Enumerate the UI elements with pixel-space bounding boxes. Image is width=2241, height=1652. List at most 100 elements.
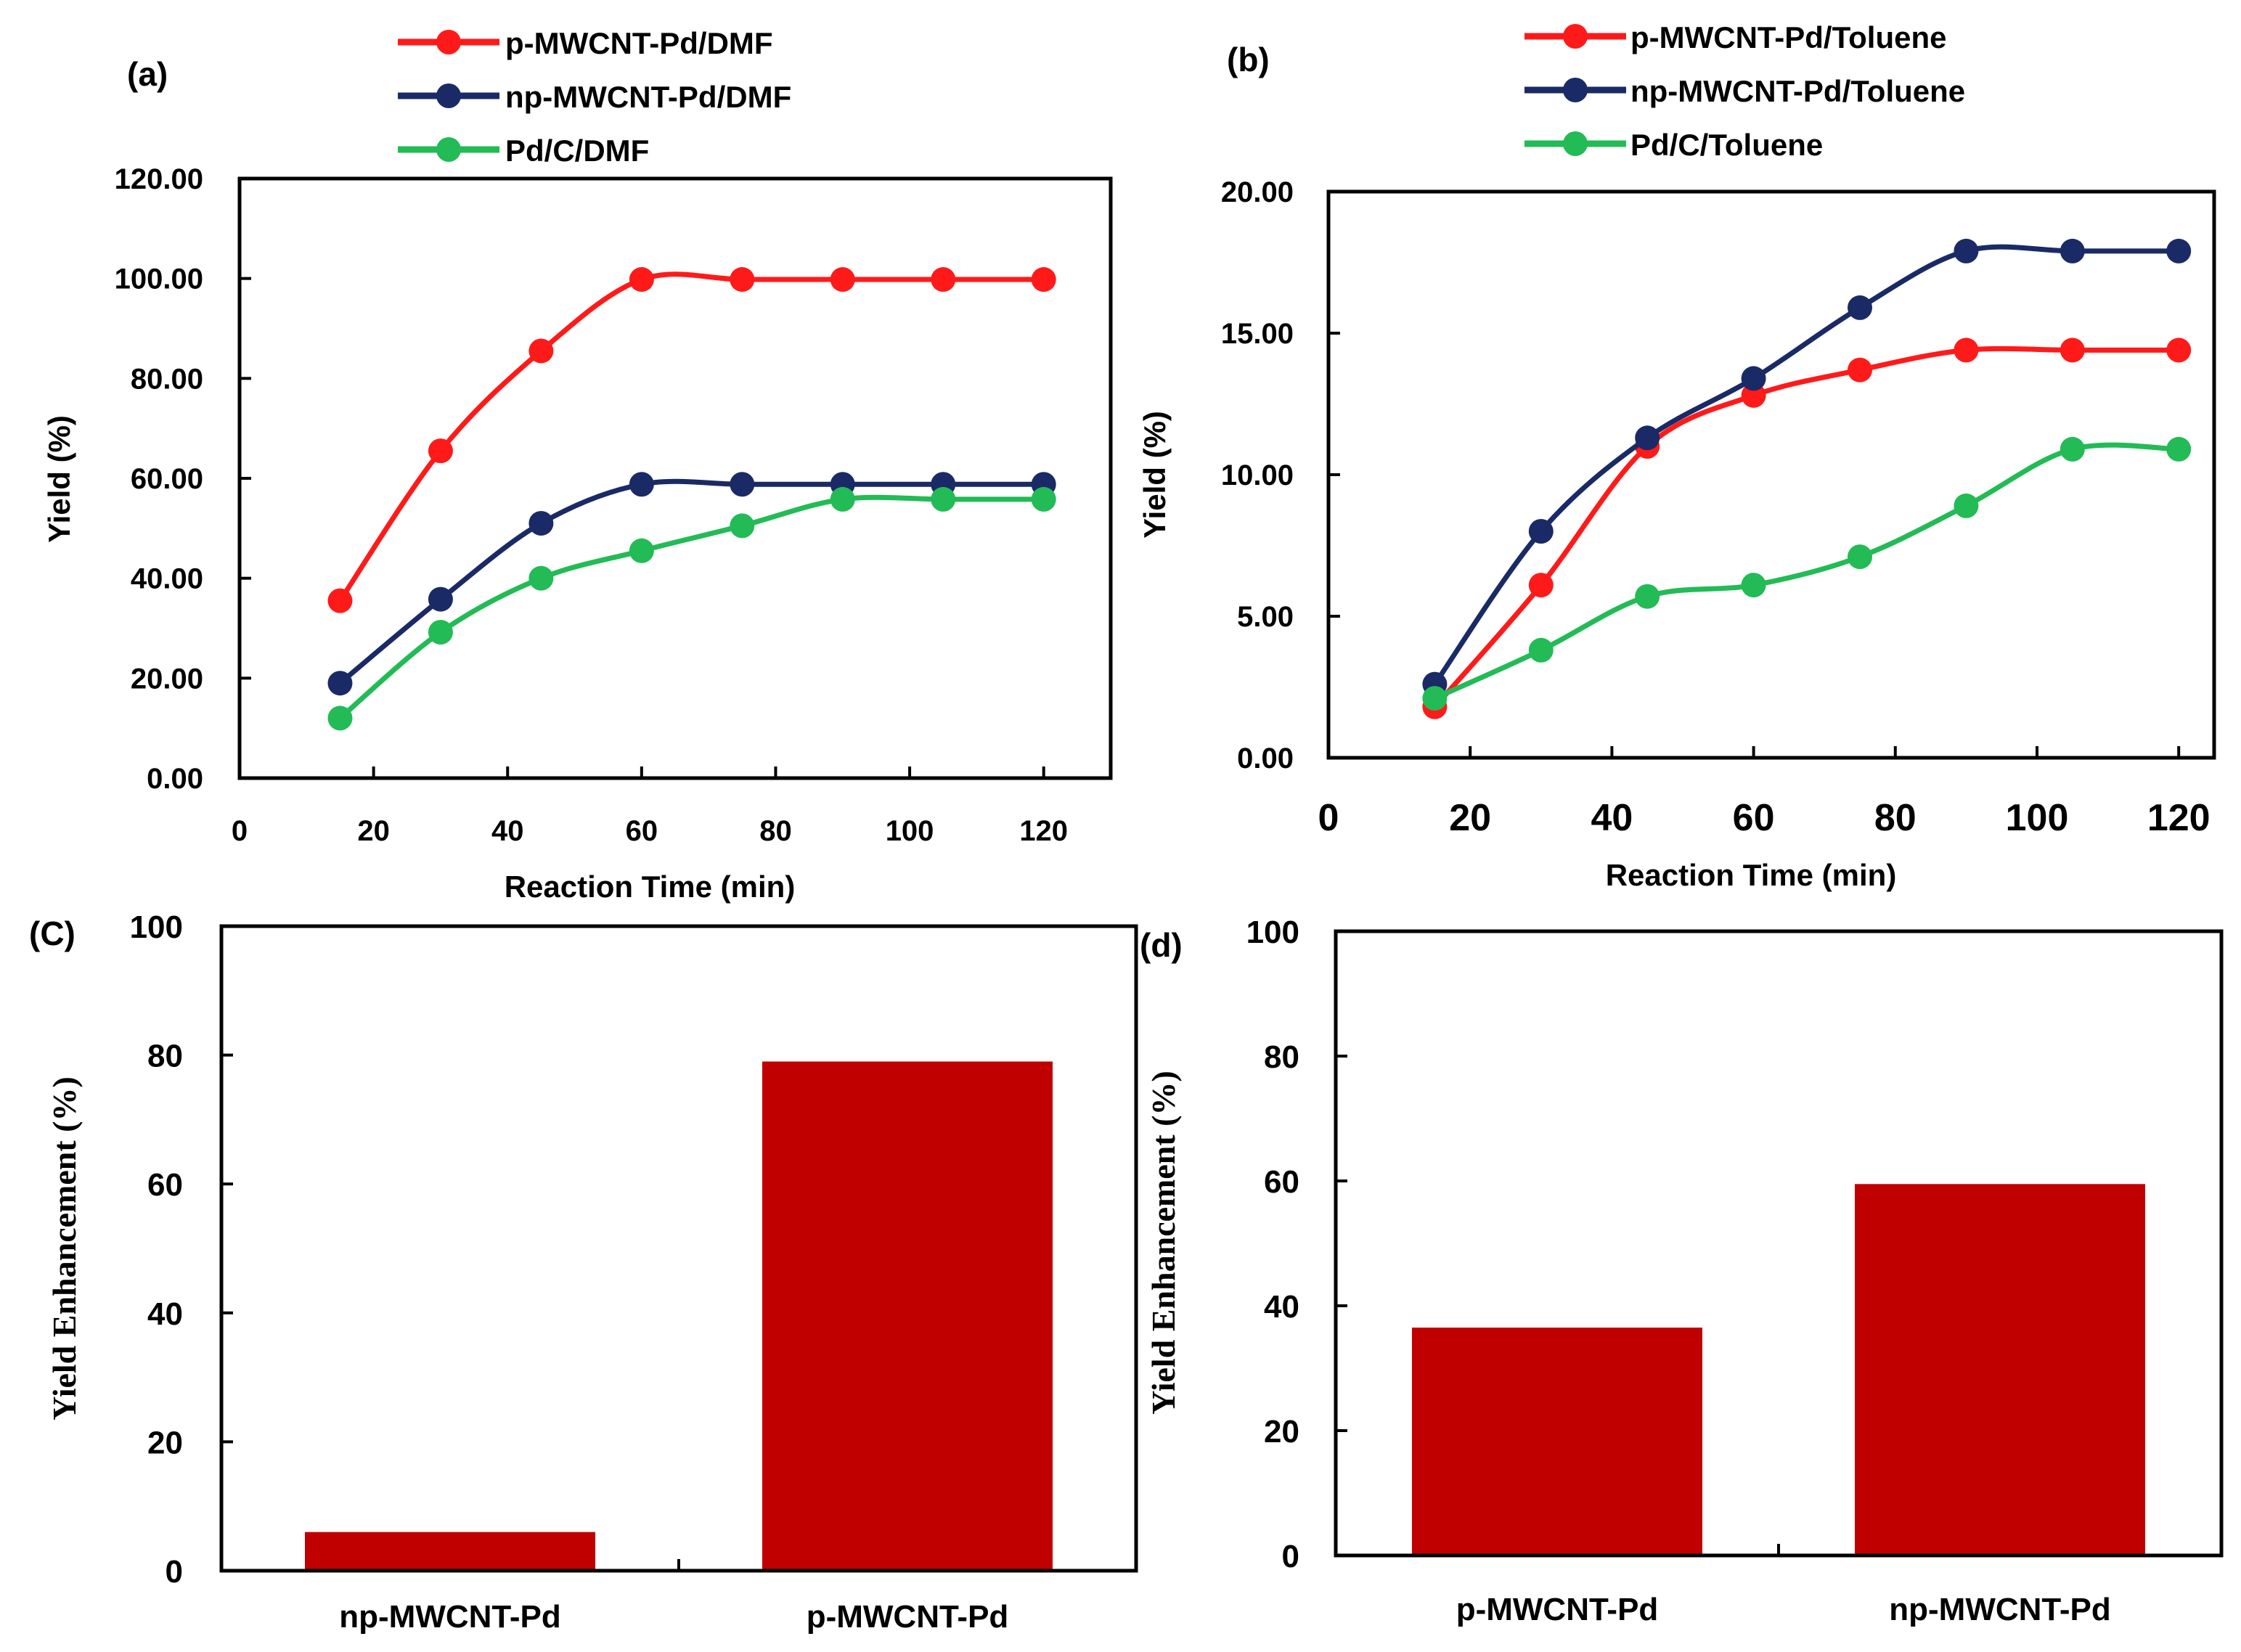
bar-np-MWCNT-Pd (1855, 1184, 2145, 1555)
x-tick-label: 120 (1019, 815, 1068, 847)
panel-c-y-axis-label: Yield Enhancement (%) (46, 1076, 83, 1420)
series-line-2 (1433, 442, 2179, 701)
legend-label: p-MWCNT-Pd/DMF (505, 26, 773, 60)
panel-b-plot-area: 0 20 40 60 80 100 120 0.00 5.00 10.00 15.00 20.00 (1221, 176, 2211, 839)
y-tick-label: 40.00 (131, 563, 203, 595)
series-point-0 (1954, 338, 1979, 363)
y-tick-label: 10.00 (1221, 459, 1294, 491)
bar-np-MWCNT-Pd (305, 1532, 595, 1571)
series-point-0 (931, 267, 956, 293)
y-tick-label: 100.00 (115, 263, 203, 295)
legend-item-np-mwcnt-pd-dmf: np-MWCNT-Pd/DMF (398, 80, 791, 114)
series-point-0 (1031, 267, 1056, 293)
y-tick-label: 40 (147, 1296, 183, 1332)
category-label: p-MWCNT-Pd (1456, 1592, 1659, 1627)
panel-a-y-axis-label: Yield (%) (42, 415, 76, 543)
panel-d-plot-area: 0 20 40 60 80 100 p-MWCNT-Pd np-MWCNT-Pd (1246, 915, 2145, 1627)
legend-item-p-mwcnt-pd-dmf: p-MWCNT-Pd/DMF (398, 26, 773, 60)
panel-b-line-chart: (b) p-MWCNT-Pd/Toluene np-MWCNT-Pd/Tolue… (1138, 20, 2216, 892)
series-point-2 (1954, 493, 1979, 518)
panel-b-x-axis-label: Reaction Time (min) (1606, 858, 1897, 892)
panel-b-frame (1326, 189, 2216, 760)
panel-a-plot-area: 0 20 40 60 80 100 120 0.00 20.00 40.00 60.00 80.00 1… (115, 163, 1068, 847)
y-tick-label: 0 (1282, 1539, 1299, 1574)
x-tick-label: 120 (2147, 797, 2211, 839)
legend-label: Pd/C/DMF (505, 134, 649, 168)
legend-swatch-marker (1563, 24, 1588, 49)
series-point-2 (1848, 544, 1872, 570)
y-tick-label: 60.00 (131, 463, 203, 495)
series-point-1 (730, 472, 755, 497)
legend-label: np-MWCNT-Pd/DMF (505, 80, 791, 114)
y-tick-label: 80.00 (131, 363, 203, 395)
series-point-2 (1031, 486, 1056, 512)
series-point-0 (2166, 338, 2192, 363)
series-point-1 (1741, 366, 1766, 391)
series-point-2 (1528, 637, 1554, 663)
y-tick-label: 80 (1264, 1039, 1299, 1075)
category-label: np-MWCNT-Pd (1889, 1592, 2110, 1627)
y-tick-label: 20.00 (1221, 176, 1294, 208)
panel-a-frame (237, 176, 1113, 780)
y-tick-label: 80 (147, 1039, 183, 1074)
legend-item-p-mwcnt-pd-toluene: p-MWCNT-Pd/Toluene (1524, 20, 1946, 54)
series-point-1 (2166, 238, 2192, 263)
panel-b-label: (b) (1227, 41, 1270, 78)
series-point-0 (327, 588, 353, 613)
legend-item-np-mwcnt-pd-toluene: np-MWCNT-Pd/Toluene (1524, 74, 1965, 108)
panel-a-x-axis-label: Reaction Time (min) (505, 870, 796, 904)
y-tick-label: 20.00 (131, 663, 203, 695)
series-point-0 (1848, 357, 1872, 383)
series-point-0 (629, 267, 654, 293)
series-point-2 (428, 620, 453, 645)
x-tick-label: 0 (232, 815, 248, 847)
y-tick-label: 5.00 (1237, 601, 1294, 633)
panel-a-label: (a) (127, 55, 168, 93)
legend-label: Pd/C/Toluene (1630, 128, 1823, 162)
x-tick-label: 40 (491, 815, 524, 847)
series-point-0 (730, 267, 755, 293)
panel-b-y-axis-label: Yield (%) (1138, 411, 1172, 539)
x-tick-label: 20 (1449, 797, 1491, 839)
y-tick-label: 20 (147, 1425, 183, 1460)
panel-b-legend: p-MWCNT-Pd/Toluene np-MWCNT-Pd/Toluene P… (1524, 20, 1965, 162)
panel-d-bar-chart: (d) 0 20 40 60 80 100 p-MWCNT-Pd np-MWCNT-Pd Yi… (1140, 915, 2224, 1627)
x-tick-label: 80 (1874, 797, 1917, 839)
panel-d-label: (d) (1140, 926, 1183, 964)
legend-label: p-MWCNT-Pd/Toluene (1630, 20, 1946, 54)
legend-swatch-marker (436, 137, 461, 162)
series-line-1 (1432, 244, 2179, 686)
series-point-2 (830, 486, 855, 512)
legend-swatch-marker (1563, 131, 1588, 156)
legend-item-pd-c-toluene: Pd/C/Toluene (1524, 128, 1823, 162)
x-tick-label: 60 (1733, 797, 1775, 839)
series-line-0 (338, 271, 1044, 602)
bar-p-MWCNT-Pd (1412, 1328, 1702, 1555)
legend-item-pd-c-dmf: Pd/C/DMF (398, 134, 649, 168)
series-point-1 (629, 472, 654, 497)
x-tick-label: 80 (759, 815, 792, 847)
x-tick-label: 60 (626, 815, 658, 847)
category-label: p-MWCNT-Pd (807, 1599, 1009, 1635)
series-point-2 (730, 513, 755, 539)
y-tick-label: 15.00 (1221, 318, 1294, 350)
x-tick-label: 40 (1591, 797, 1633, 839)
series-point-2 (2060, 436, 2085, 462)
panel-d-y-axis-label: Yield Enhancement (%) (1145, 1071, 1182, 1415)
series-point-1 (1528, 519, 1554, 544)
y-tick-label: 0 (166, 1554, 183, 1590)
x-tick-label: 20 (357, 815, 390, 847)
series-point-0 (1528, 573, 1554, 598)
y-tick-label: 60 (147, 1167, 183, 1203)
series-point-1 (1635, 425, 1660, 451)
series-point-0 (528, 338, 554, 364)
series-point-0 (428, 438, 453, 464)
panel-c-frame (219, 924, 1138, 1573)
series-point-1 (1848, 295, 1872, 320)
series-point-1 (327, 671, 353, 696)
x-tick-label: 100 (886, 815, 934, 847)
series-point-0 (830, 267, 855, 293)
series-point-2 (931, 486, 956, 512)
series-point-0 (1741, 383, 1766, 408)
